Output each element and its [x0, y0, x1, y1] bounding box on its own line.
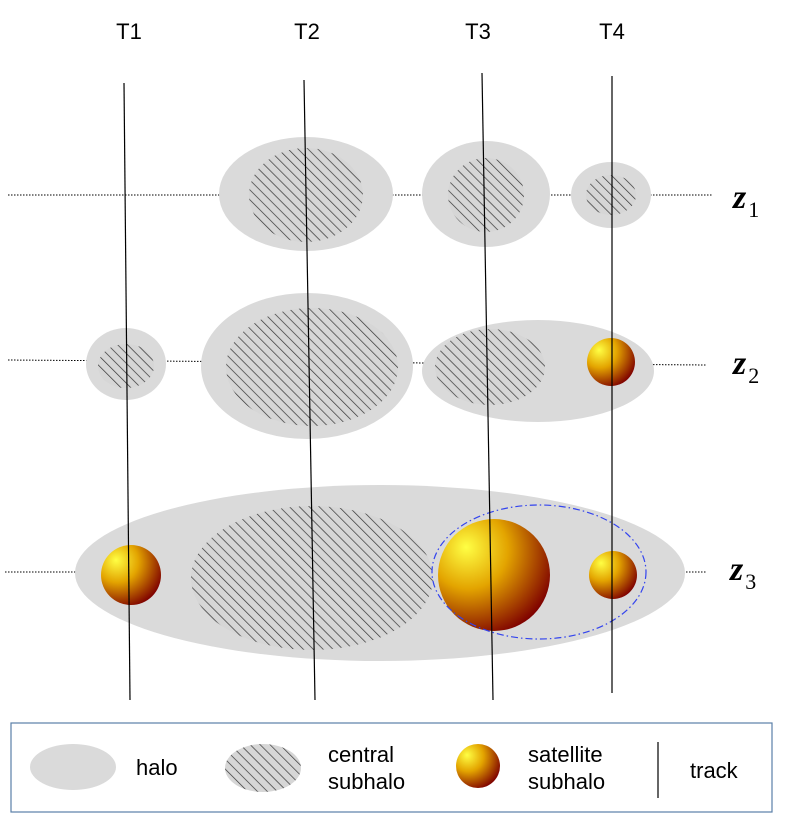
highlight-ring: [431, 504, 647, 640]
legend-satellite-label-line2: subhalo: [528, 769, 605, 794]
legend-central-swatch: [225, 744, 301, 792]
track-label-t1: T1: [116, 19, 142, 44]
legend-halo-swatch: [30, 744, 116, 790]
track-line-t1: [123, 82, 131, 701]
track-line-t3: [481, 72, 494, 701]
track-line-t2: [303, 79, 316, 701]
satellite-subhalo: [101, 545, 161, 605]
snapshot-z2: [86, 293, 654, 439]
redshift-labels: z1 z2 z3: [729, 179, 759, 594]
track-lines: [123, 72, 613, 701]
track-label-t3: T3: [465, 19, 491, 44]
central-subhalo: [448, 158, 524, 232]
legend-central-label-line1: central: [328, 742, 394, 767]
redshift-label-z3: z3: [729, 551, 756, 594]
legend-track-label: track: [690, 758, 739, 783]
track-label-t2: T2: [294, 19, 320, 44]
central-subhalo: [226, 308, 398, 426]
legend-box: [10, 722, 773, 813]
central-subhalo: [98, 344, 154, 388]
satellite-subhalo: [587, 338, 635, 386]
legend-satellite-label-line1: satellite: [528, 742, 603, 767]
central-subhalo: [191, 506, 433, 650]
satellite-subhalo: [438, 519, 550, 631]
track-labels: T1 T2 T3 T4: [116, 19, 625, 44]
snapshot-z1: [219, 137, 651, 251]
snapshot-z3: [75, 485, 685, 661]
redshift-label-z1: z1: [732, 179, 759, 222]
legend-halo-label: halo: [136, 755, 178, 780]
central-subhalo: [435, 329, 545, 405]
legend-satellite-swatch: [456, 744, 500, 788]
legend-central-label-line2: subhalo: [328, 769, 405, 794]
redshift-label-z2: z2: [732, 345, 759, 388]
track-label-t4: T4: [599, 19, 625, 44]
central-subhalo: [586, 175, 636, 215]
satellite-subhalo: [589, 551, 637, 599]
legend: halo central subhalo satellite subhalo t…: [10, 722, 773, 813]
